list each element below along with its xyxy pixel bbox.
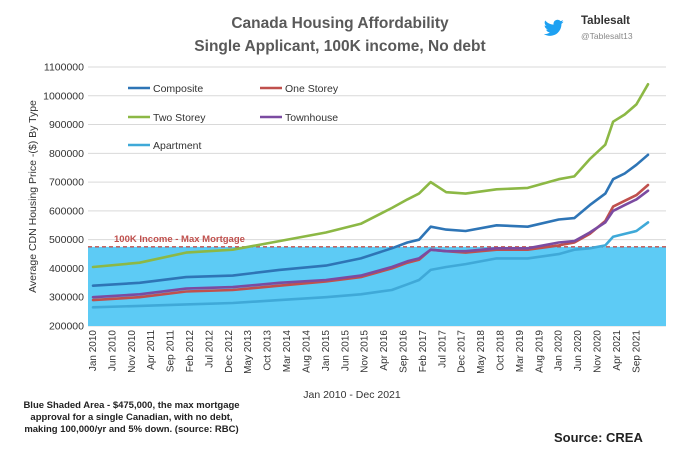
series-line xyxy=(91,189,650,299)
y-tick-label: 1100000 xyxy=(44,62,84,74)
x-tick-label: Jan 2015 xyxy=(321,330,332,372)
x-tick-label: Feb 2012 xyxy=(185,330,196,373)
x-tick-label: Aug 2019 xyxy=(534,330,545,373)
x-tick-label: Mar 2019 xyxy=(515,330,526,373)
x-tick-label: Apr 2011 xyxy=(146,330,157,370)
x-tick-label: Jun 2015 xyxy=(340,330,351,372)
y-tick-label: 700000 xyxy=(49,177,84,189)
y-tick-label: 1000000 xyxy=(43,90,84,102)
x-tick-label: Dec 2012 xyxy=(224,330,235,373)
chart-subtitle: Single Applicant, 100K income, No debt xyxy=(194,38,486,55)
x-tick-label: Jul 2017 xyxy=(437,330,448,368)
max-mortgage-label: 100K Income - Max Mortgage xyxy=(114,234,245,245)
x-tick-label: Nov 2020 xyxy=(593,330,604,373)
legend-label: Apartment xyxy=(153,140,202,152)
brand-handle: @Tablesalt13 xyxy=(581,31,633,41)
x-tick-label: Jun 2020 xyxy=(573,330,584,372)
y-tick-label: 600000 xyxy=(49,205,84,217)
y-tick-label: 300000 xyxy=(49,292,84,304)
brand-name: Tablesalt xyxy=(581,15,630,27)
x-tick-label: Jun 2010 xyxy=(107,330,118,372)
y-tick-label: 500000 xyxy=(49,234,84,246)
x-tick-label: Nov 2015 xyxy=(360,330,371,373)
x-tick-label: Aug 2014 xyxy=(302,330,313,373)
x-tick-label: Oct 2018 xyxy=(496,330,507,371)
y-axis-title: Average CDN Housing Price -($) By Type xyxy=(27,100,39,293)
x-tick-label: Mar 2014 xyxy=(282,330,293,373)
chart-title: Canada Housing Affordability xyxy=(231,15,449,32)
x-tick-label: May 2013 xyxy=(243,330,254,374)
legend-label: Two Storey xyxy=(153,112,206,124)
x-tick-label: May 2018 xyxy=(476,330,487,374)
x-tick-label: Feb 2017 xyxy=(418,330,429,373)
series-line xyxy=(91,153,650,287)
x-tick-label: Nov 2010 xyxy=(127,330,138,373)
x-tick-label: Jan 2010 xyxy=(88,330,99,372)
x-tick-label: Sep 2011 xyxy=(166,330,177,373)
x-tick-label: Apr 2016 xyxy=(379,330,390,371)
shaded-area-note: Blue Shaded Area - $475,000, the max mor… xyxy=(23,400,240,435)
legend-label: Townhouse xyxy=(285,112,338,124)
series-line xyxy=(91,83,650,269)
series-line xyxy=(91,221,650,309)
x-tick-label: Jan 2020 xyxy=(554,330,565,372)
source-label: Source: CREA xyxy=(554,430,643,445)
x-tick-label: Apr 2021 xyxy=(612,330,623,371)
y-tick-label: 400000 xyxy=(49,263,84,275)
x-tick-label: Dec 2017 xyxy=(457,330,468,373)
x-tick-label: Sep 2021 xyxy=(631,330,642,373)
y-tick-label: 900000 xyxy=(49,119,84,131)
x-axis-title: Jan 2010 - Dec 2021 xyxy=(303,389,401,401)
y-tick-label: 800000 xyxy=(49,148,84,160)
y-tick-label: 200000 xyxy=(49,321,84,333)
x-tick-label: Oct 2013 xyxy=(263,330,274,371)
legend-label: Composite xyxy=(153,83,203,95)
x-tick-label: Sep 2016 xyxy=(399,330,410,373)
twitter-bird-icon xyxy=(544,19,564,36)
x-tick-label: Jul 2012 xyxy=(204,330,215,368)
shaded-area xyxy=(88,246,666,326)
legend-label: One Storey xyxy=(285,83,339,95)
